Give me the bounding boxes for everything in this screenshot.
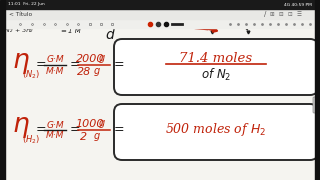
Text: =: = <box>70 58 81 71</box>
Text: < Título: < Título <box>9 12 32 17</box>
Text: 2: 2 <box>30 30 33 33</box>
Bar <box>315 0 320 180</box>
Text: 2000: 2000 <box>76 54 104 64</box>
Text: g: g <box>94 131 100 141</box>
Text: ⊟: ⊟ <box>279 12 283 17</box>
Text: =: = <box>36 123 47 136</box>
Text: /: / <box>264 11 266 17</box>
Bar <box>5 9 315 19</box>
Text: ⊡: ⊡ <box>288 12 292 17</box>
Text: =: = <box>114 58 124 71</box>
Text: $\eta$: $\eta$ <box>12 51 30 75</box>
FancyBboxPatch shape <box>114 39 318 95</box>
Text: =: = <box>60 28 66 34</box>
Text: 11:01  Fri, 22 Jun: 11:01 Fri, 22 Jun <box>8 3 45 6</box>
Text: + 3H: + 3H <box>13 28 31 33</box>
Text: $(H_2)$: $(H_2)$ <box>22 134 40 146</box>
Text: g: g <box>99 53 105 63</box>
Text: 1 M: 1 M <box>68 28 81 34</box>
Text: g: g <box>94 66 100 76</box>
FancyBboxPatch shape <box>313 97 318 113</box>
Text: 2: 2 <box>10 30 12 33</box>
Text: =: = <box>36 58 47 71</box>
Text: of $N_2$: of $N_2$ <box>201 67 231 83</box>
Text: ⊞: ⊞ <box>270 12 274 17</box>
Text: $(N_2)$: $(N_2)$ <box>22 69 40 81</box>
Text: ☰: ☰ <box>297 12 301 17</box>
Text: g: g <box>99 118 105 128</box>
Bar <box>5 0 315 9</box>
Text: N: N <box>5 28 10 33</box>
Text: =: = <box>114 123 124 136</box>
Text: 1000: 1000 <box>76 119 104 129</box>
Text: M·M: M·M <box>46 132 64 141</box>
Text: $\eta$: $\eta$ <box>12 116 30 141</box>
FancyBboxPatch shape <box>114 104 318 160</box>
Bar <box>5 28 315 180</box>
Text: G·M: G·M <box>46 120 64 129</box>
Text: 28: 28 <box>77 67 91 77</box>
Text: =: = <box>70 123 81 136</box>
Bar <box>5 19 315 28</box>
Text: d: d <box>105 28 114 42</box>
Text: 71.4 moles: 71.4 moles <box>180 51 252 64</box>
Text: G·M: G·M <box>46 55 64 64</box>
Text: 4G 40:59 PM: 4G 40:59 PM <box>284 3 312 6</box>
Text: 500 moles of $H_2$: 500 moles of $H_2$ <box>165 122 267 138</box>
Text: 2: 2 <box>80 132 88 142</box>
Text: M·M: M·M <box>46 66 64 75</box>
Bar <box>0 0 5 180</box>
